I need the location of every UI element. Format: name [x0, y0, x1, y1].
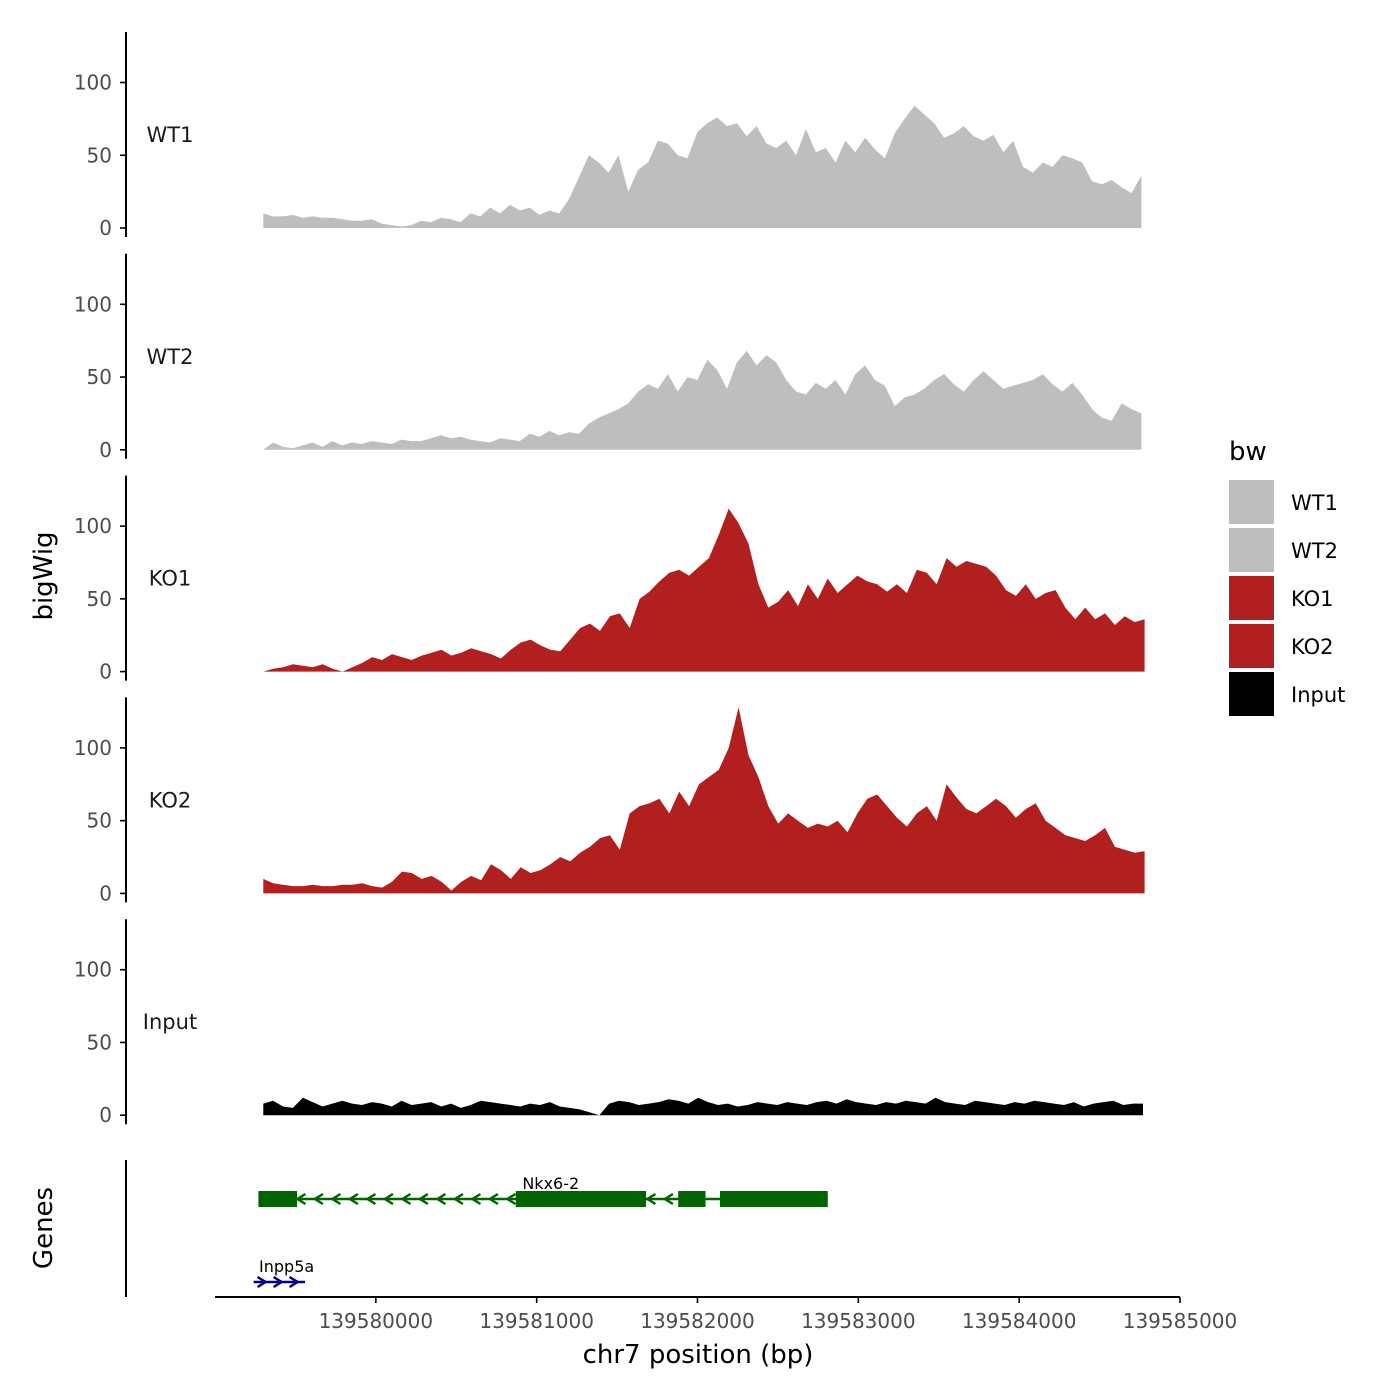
legend-label-wt2: WT2 [1291, 539, 1338, 563]
track-label: KO1 [149, 567, 192, 591]
gene-exon [258, 1191, 298, 1207]
strand-arrow [417, 1192, 429, 1206]
track-ko1: 0 50 100 KO1 [74, 475, 1145, 684]
x-axis: 139580000 139581000 139582000 139583000 1395… [215, 1296, 1238, 1333]
legend-label-ko2: KO2 [1291, 635, 1334, 659]
strand-arrow [288, 1275, 300, 1289]
y-tick-label: 0 [99, 216, 112, 240]
gene-nkx6-2: Nkx6-2 [258, 1174, 828, 1207]
strand-arrow [435, 1192, 447, 1206]
y-tick-label: 100 [74, 958, 112, 982]
y-tick-label: 50 [87, 587, 112, 611]
legend-swatch-wt2 [1229, 528, 1274, 572]
y-tick-label: 0 [99, 438, 112, 462]
track-input: 0 50 100 Input [74, 919, 1143, 1127]
strand-arrow [347, 1192, 359, 1206]
coverage-area-wt1 [263, 105, 1142, 228]
gene-label: Nkx6-2 [522, 1174, 579, 1193]
strand-arrow [312, 1192, 324, 1206]
strand-arrow [295, 1192, 307, 1206]
coverage-tracks: 0 50 100 WT1 0 50 100 WT2 0 50 100 KO1 0 50 100 KO2 0 50 1… [74, 32, 1145, 1127]
legend-swatch-input [1229, 672, 1274, 716]
legend-swatch-ko2 [1229, 624, 1274, 668]
legend-label-ko1: KO1 [1291, 587, 1334, 611]
strand-arrow [662, 1192, 674, 1206]
coverage-area-ko1 [263, 508, 1145, 672]
y-tick-label: 100 [74, 71, 112, 95]
strand-arrow [256, 1275, 268, 1289]
x-tick-label: 139584000 [962, 1309, 1077, 1333]
track-wt2: 0 50 100 WT2 [74, 253, 1142, 462]
y-tick-label: 50 [87, 365, 112, 389]
y-tick-label: 100 [74, 292, 112, 316]
legend-swatch-ko1 [1229, 576, 1274, 620]
y-tick-label: 0 [99, 660, 112, 684]
genes-axis-title: Genes [29, 1187, 59, 1269]
legend-title: bw [1229, 437, 1267, 467]
strand-arrow [452, 1192, 464, 1206]
legend-swatch-wt1 [1229, 480, 1274, 524]
x-tick-label: 139585000 [1123, 1309, 1238, 1333]
legend-label-input: Input [1291, 683, 1345, 707]
legend: bw WT1 WT2 KO1 KO2 Input [1229, 437, 1345, 716]
gene-inpp5a: Inpp5a [253, 1257, 314, 1289]
track-label: KO2 [149, 788, 192, 812]
y-tick-label: 0 [99, 881, 112, 905]
track-label: Input [143, 1010, 197, 1034]
y-tick-label: 50 [87, 809, 112, 833]
strand-arrow [382, 1192, 394, 1206]
coverage-area-ko2 [263, 707, 1145, 894]
x-axis-title: chr7 position (bp) [583, 1340, 814, 1370]
y-tick-label: 100 [74, 514, 112, 538]
strand-arrow [330, 1192, 342, 1206]
track-wt1: 0 50 100 WT1 [74, 32, 1142, 240]
coverage-area-wt2 [263, 350, 1142, 450]
strand-arrow [400, 1192, 412, 1206]
y-tick-label: 100 [74, 736, 112, 760]
x-tick-label: 139580000 [319, 1309, 434, 1333]
strand-arrow [645, 1192, 657, 1206]
strand-arrow [505, 1192, 517, 1206]
genes-panel: Nkx6-2 Inpp5a [125, 1160, 828, 1297]
track-label: WT1 [147, 123, 194, 147]
y-tick-label: 0 [99, 1103, 112, 1127]
strand-arrow [470, 1192, 482, 1206]
coverage-area-input [263, 1097, 1143, 1116]
track-ko2: 0 50 100 KO2 [74, 697, 1145, 905]
y-tick-label: 50 [87, 143, 112, 167]
x-tick-label: 139583000 [801, 1309, 916, 1333]
legend-label-wt1: WT1 [1291, 491, 1338, 515]
y-tick-label: 50 [87, 1030, 112, 1054]
x-tick-label: 139581000 [479, 1309, 594, 1333]
gene-exon [515, 1191, 647, 1207]
x-tick-label: 139582000 [640, 1309, 755, 1333]
strand-arrow [365, 1192, 377, 1206]
gene-exon [720, 1191, 828, 1207]
track-label: WT2 [147, 345, 194, 369]
y-axis-title: bigWig [29, 531, 59, 620]
gene-exon [678, 1191, 706, 1207]
strand-arrow [272, 1275, 284, 1289]
gene-label: Inpp5a [259, 1257, 314, 1276]
strand-arrow [487, 1192, 499, 1206]
